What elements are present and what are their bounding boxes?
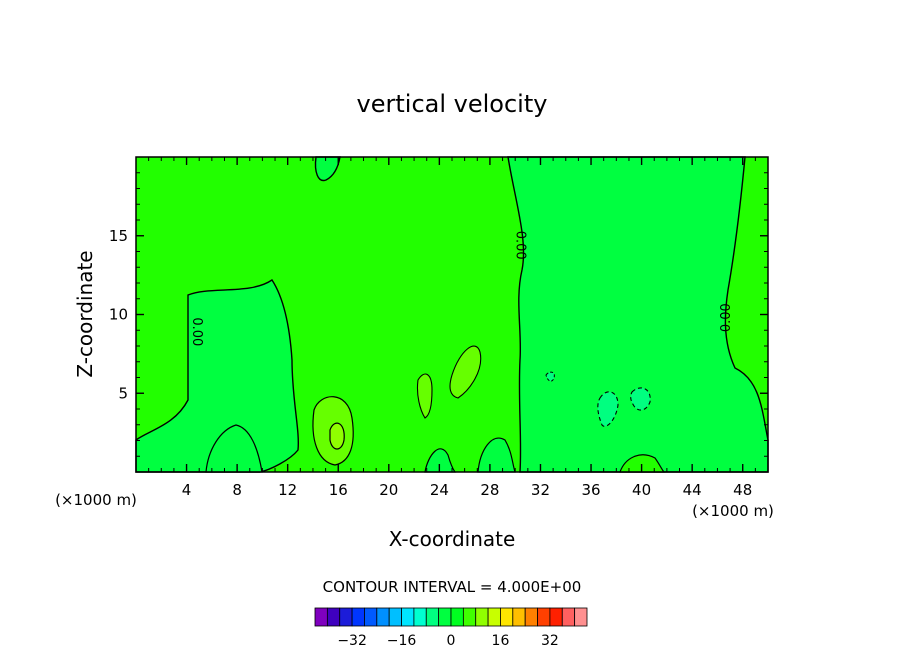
colorbar-cell — [524, 607, 538, 627]
region-left-column — [135, 279, 300, 473]
contour-labels: 0.00 0.00 0.00 — [189, 231, 734, 347]
colorbar-cell — [314, 607, 328, 627]
y-tick-label-10: 10 — [109, 306, 128, 324]
x-tick-label-12: 12 — [278, 481, 297, 499]
colorbar-cell — [401, 607, 415, 627]
colorbar-tick-label: 32 — [541, 633, 559, 649]
x-unit-right: (×1000 m) — [692, 502, 774, 520]
y-tick-label-15: 15 — [109, 227, 128, 245]
x-tick-label-32: 32 — [531, 481, 550, 499]
colorbar-cell — [450, 607, 464, 627]
negative-cell-2 — [630, 387, 651, 411]
x-axis-label: X-coordinate — [389, 527, 516, 551]
colorbar-cell — [462, 607, 477, 627]
region-bottom-blob-3 — [477, 437, 516, 473]
colorbar-tick-label: −32 — [337, 633, 367, 649]
contour-label: 0.00 — [719, 303, 734, 332]
contour-interval-label: CONTOUR INTERVAL = 4.000E+00 — [323, 578, 582, 596]
x-unit-left: (×1000 m) — [55, 491, 137, 509]
x-tick-label-40: 40 — [632, 481, 651, 499]
x-tick-label-28: 28 — [480, 481, 499, 499]
colorbar-cell — [549, 607, 563, 627]
colorbar-cell — [351, 607, 365, 627]
positive-cell-2 — [449, 345, 482, 399]
colorbar-cell — [376, 607, 390, 627]
x-tick-label-8: 8 — [232, 481, 242, 499]
x-tick-label-36: 36 — [581, 481, 600, 499]
positive-cell-3 — [416, 373, 433, 419]
colorbar-cell — [425, 607, 440, 627]
x-tick-label-20: 20 — [379, 481, 398, 499]
colorbar-cell — [326, 607, 341, 627]
negative-cell-1 — [597, 391, 619, 427]
y-tick-label-5: 5 — [118, 384, 128, 402]
colorbar-cell — [500, 607, 514, 627]
colorbar — [314, 607, 588, 627]
region-bottom-blob-2 — [424, 448, 457, 473]
colorbar-tick-label: 0 — [447, 633, 456, 649]
colorbar-tick-label: −16 — [387, 633, 417, 649]
x-tick-label-44: 44 — [683, 481, 702, 499]
colorbar-cell — [475, 607, 489, 627]
colorbar-cell — [438, 607, 452, 627]
colorbar-cell — [561, 607, 576, 627]
positive-core-inner — [329, 422, 345, 450]
colorbar-tick-label: 16 — [492, 633, 510, 649]
colorbar-cell — [574, 607, 588, 627]
region-bottom-blob-1 — [205, 424, 263, 473]
colorbar-cell — [388, 607, 402, 627]
region-bottom-blob-4 — [619, 454, 666, 473]
colorbar-cell — [339, 607, 353, 627]
y-axis-label: Z-coordinate — [73, 250, 97, 377]
colorbar-cell — [364, 607, 378, 627]
colorbar-cell — [413, 607, 427, 627]
plot-area: 0.00 0.00 0.00 — [135, 156, 769, 473]
y-axis: 5 10 15 — [109, 172, 768, 457]
colorbar-cell — [487, 607, 501, 627]
x-tick-label-24: 24 — [430, 481, 449, 499]
x-tick-label-16: 16 — [329, 481, 348, 499]
x-tick-label-4: 4 — [182, 481, 192, 499]
x-tick-label-48: 48 — [733, 481, 752, 499]
contour-label: 0.00 — [512, 231, 527, 260]
negative-cell-3 — [545, 371, 555, 382]
colorbar-cell — [512, 607, 526, 627]
contour-label: 0.00 — [189, 317, 204, 346]
colorbar-ticks: −32 −16 0 16 32 — [337, 633, 559, 649]
x-axis: 4 8 12 16 20 24 28 32 36 40 44 48 — [148, 157, 756, 499]
colorbar-cell — [537, 607, 551, 627]
chart-title: vertical velocity — [357, 90, 548, 118]
